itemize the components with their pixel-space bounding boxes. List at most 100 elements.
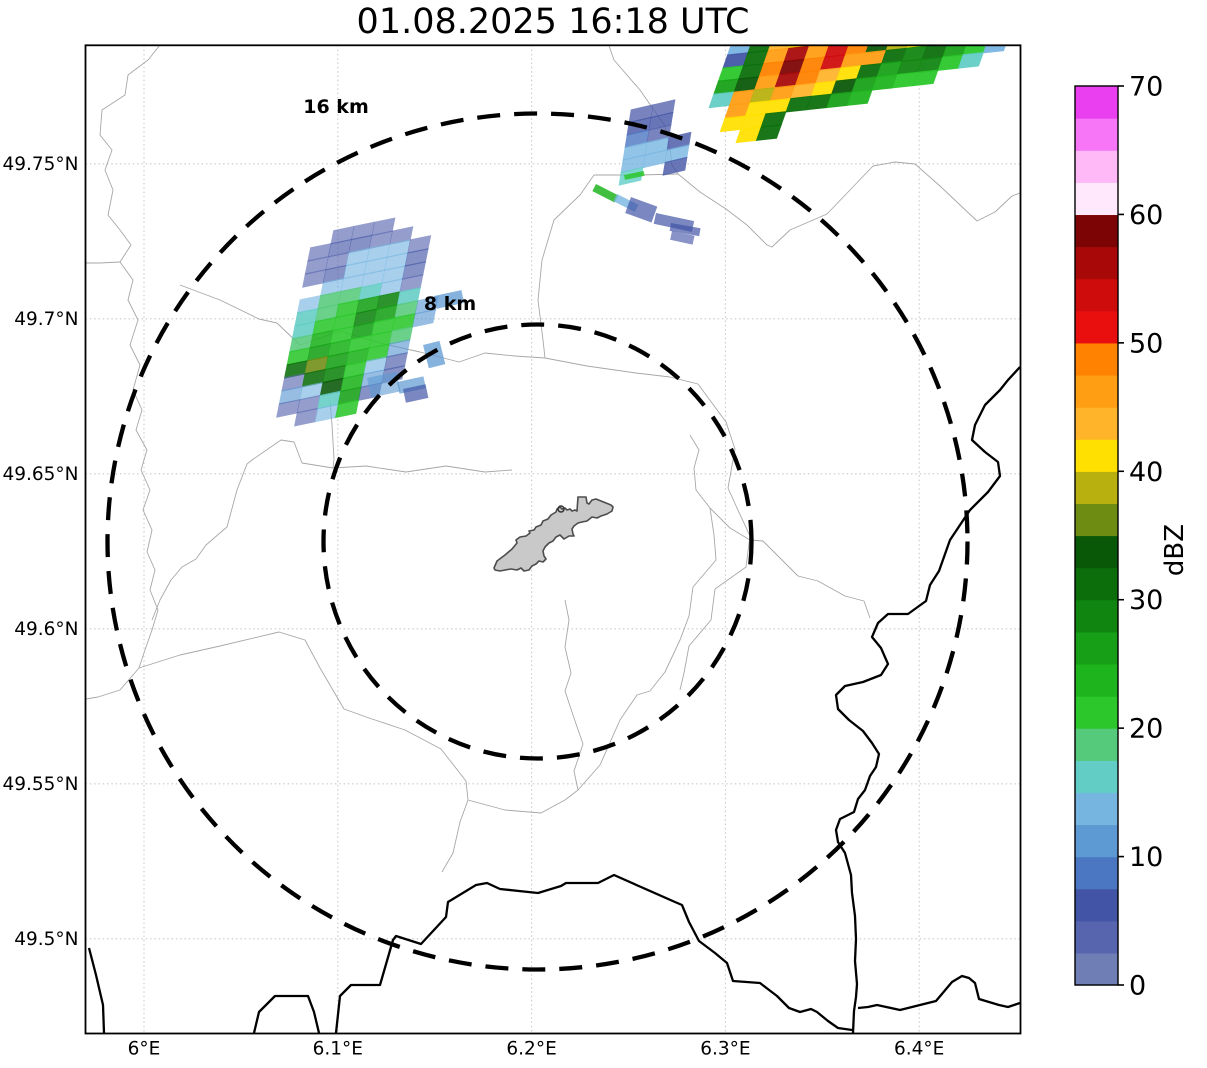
boundary-west-mid	[151, 399, 335, 621]
radar-cell	[744, 100, 771, 117]
colorbar-bin	[1075, 182, 1118, 216]
radar-cell	[760, 111, 787, 128]
colorbar-tick-label: 20	[1129, 714, 1163, 745]
colorbar-bin	[1075, 696, 1118, 729]
boundary-se-east	[709, 507, 871, 619]
radar-cell	[830, 78, 857, 95]
admin-boundaries	[85, 45, 1021, 873]
radar-cell	[708, 91, 735, 109]
colorbar-bin	[1075, 631, 1118, 665]
range-ring-label: 16 km	[303, 96, 369, 118]
shower-northwest	[276, 217, 439, 427]
x-tick-label: 6.1°E	[313, 1039, 363, 1060]
range-ring	[321, 322, 754, 761]
figure-title: 01.08.2025 16:18 UTC	[356, 2, 750, 42]
colorbar-bin	[1075, 856, 1118, 890]
colorbar-bin	[1075, 86, 1118, 119]
colorbar-bin	[1075, 118, 1118, 151]
radar-cell	[719, 115, 746, 133]
colorbar-bin	[1075, 471, 1118, 504]
colorbar-tick-label: 10	[1129, 842, 1163, 873]
y-tick-label: 49.55°N	[2, 774, 78, 795]
radar-cell	[669, 223, 701, 237]
map-frame	[84, 44, 1022, 1035]
range-rings	[105, 111, 970, 972]
radar-cell	[785, 95, 812, 113]
boundary-s-link	[467, 789, 579, 814]
y-tick-label: 49.75°N	[2, 154, 78, 175]
colorbar-tick-label: 60	[1129, 200, 1163, 231]
colorbar-tick-label: 70	[1129, 72, 1163, 103]
boundary-se	[577, 434, 717, 791]
range-ring-label: 8 km	[424, 293, 476, 315]
radar-cell	[840, 52, 867, 69]
radar-cell	[957, 52, 984, 69]
airport-polygon	[493, 496, 614, 572]
colorbar-bin	[1075, 920, 1118, 954]
boundary-ne-west	[537, 173, 679, 359]
radar-cell	[749, 87, 776, 104]
radar-cell	[880, 47, 907, 65]
radar-cell	[642, 149, 668, 169]
colorbar-bin	[1075, 150, 1118, 183]
radar-cell	[810, 80, 837, 98]
radar-cell	[625, 196, 658, 223]
radar-cell	[403, 384, 429, 403]
radar-cell	[803, 45, 830, 61]
storm-northeast	[708, 45, 1006, 144]
radar-cell	[713, 78, 740, 96]
radar-cell	[314, 403, 339, 423]
radar-cell	[765, 98, 792, 115]
radar-cell	[778, 58, 805, 76]
border-south-3	[334, 873, 853, 1034]
radar-cell	[851, 76, 878, 93]
y-tick-label: 49.65°N	[2, 464, 78, 485]
colorbar-bin	[1075, 278, 1118, 312]
radar-cell	[790, 82, 817, 100]
radar-cell	[783, 45, 810, 63]
radar-cell	[860, 49, 887, 67]
radar-cell	[294, 407, 319, 427]
colorbar-tick-label: 0	[1129, 971, 1146, 1002]
boundary-nw-spur	[86, 261, 121, 264]
map-area	[85, 45, 1021, 1034]
colorbar-bin	[1075, 952, 1118, 986]
radar-cell	[799, 56, 826, 74]
colorbar-bin	[1075, 503, 1118, 537]
boundary-nw	[85, 45, 161, 700]
colorbar-bin	[1075, 663, 1118, 697]
border-south-2	[252, 994, 321, 1034]
radar-cell	[302, 269, 327, 288]
radar-cell	[670, 231, 695, 245]
boundary-sw	[138, 631, 469, 873]
boundary-west-airport	[332, 465, 513, 473]
radar-cell	[724, 102, 751, 120]
radar-cell	[758, 60, 785, 78]
radar-cell	[921, 45, 948, 60]
radar-cell	[912, 69, 939, 87]
colorbar-frame	[1074, 85, 1119, 986]
radar-cell	[855, 63, 882, 80]
airport-marker	[557, 505, 565, 513]
tick-labels: 6°E 6.1°E 6.2°E 6.3°E 6.4°E 49.75°N 49.7°N 49.6…	[2, 154, 944, 1060]
radar-cell	[763, 47, 790, 65]
radar-cell	[624, 170, 645, 180]
colorbar-bin	[1075, 374, 1118, 408]
radar-cell	[815, 67, 842, 85]
country-borders	[87, 366, 1021, 1034]
range-ring	[105, 111, 970, 972]
colorbar-bin	[1075, 246, 1118, 280]
x-tick-label: 6.3°E	[700, 1039, 750, 1060]
x-tick-label: 6°E	[128, 1039, 161, 1060]
radar-cell	[917, 56, 944, 74]
colorbar-bin	[1075, 760, 1118, 793]
radar-cell	[755, 124, 782, 141]
colorbar: 0 10 20 30 40 50 60 70 dBZ	[1074, 72, 1190, 1002]
radar-cell	[753, 74, 780, 91]
radar-cell	[742, 50, 769, 67]
colorbar-tick-label: 50	[1129, 328, 1163, 359]
x-tick-label: 6.4°E	[894, 1039, 944, 1060]
radar-cell	[367, 371, 401, 398]
